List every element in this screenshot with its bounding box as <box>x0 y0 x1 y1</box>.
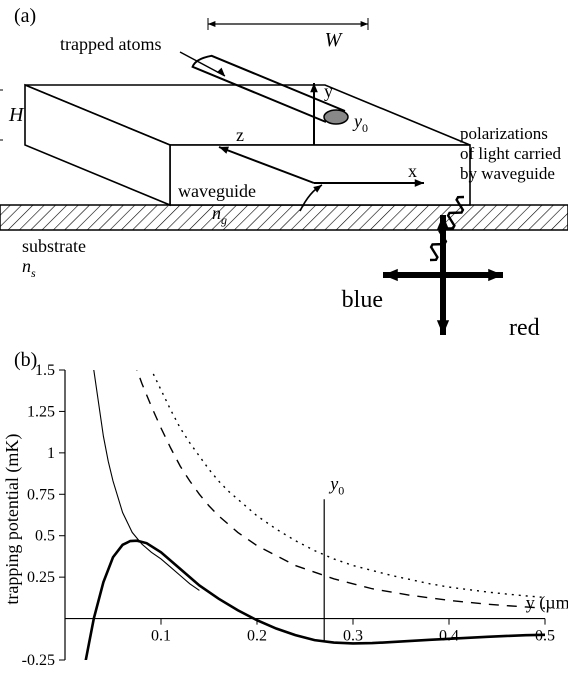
x-tick-label: 0.2 <box>247 628 267 645</box>
y-tick-label: 1 <box>47 445 55 462</box>
label-axis-x: x <box>408 161 417 181</box>
y-tick-label: 1.25 <box>27 403 55 420</box>
label-pol-3: by waveguide <box>460 164 555 183</box>
panel-a: (a)HWyxzy0trapped atomswaveguidengsubstr… <box>0 5 568 341</box>
label-axis-z: z <box>236 125 244 145</box>
label-trapped-atoms: trapped atoms <box>60 34 161 54</box>
panel-a-tag: (a) <box>14 5 36 27</box>
x-axis-label: y (µm) <box>526 593 568 614</box>
label-W: W <box>325 29 344 51</box>
panel-b: (b)0.10.20.30.40.5-0.250.250.50.7511.251… <box>2 349 568 669</box>
label-ns: ns <box>22 256 36 280</box>
x-tick-label: 0.4 <box>439 628 459 645</box>
y-tick-label: -0.25 <box>22 652 55 669</box>
label-axis-y: y <box>324 81 333 101</box>
atom-cross-section <box>324 110 348 124</box>
curve-thin-solid <box>92 353 200 590</box>
y-tick-label: 0.25 <box>27 569 55 586</box>
substrate-hatch <box>0 205 568 230</box>
label-y0-b: y0 <box>328 473 344 497</box>
curve-thick-solid <box>85 541 545 664</box>
label-blue: blue <box>342 287 383 313</box>
label-pol-2: of light carried <box>460 144 562 163</box>
label-H: H <box>8 104 25 126</box>
y-tick-label: 1.5 <box>35 362 55 379</box>
y-tick-label: 0.75 <box>27 486 55 503</box>
panel-b-tag: (b) <box>14 349 37 371</box>
y-tick-label: 0.5 <box>35 528 55 545</box>
curve-dotted <box>147 362 545 598</box>
label-waveguide: waveguide <box>178 181 256 201</box>
y-axis-label: trapping potential (mK) <box>2 434 23 605</box>
label-substrate: substrate <box>22 236 86 256</box>
label-pol-1: polarizations <box>460 124 548 143</box>
x-tick-label: 0.1 <box>151 628 171 645</box>
label-red: red <box>509 315 540 341</box>
